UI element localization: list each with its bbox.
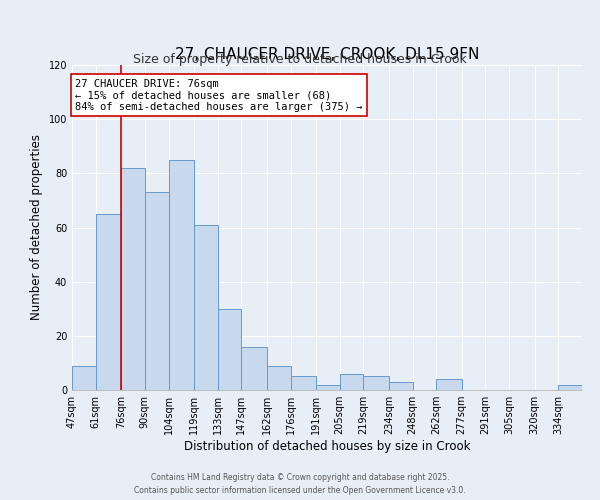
Text: Size of property relative to detached houses in Crook: Size of property relative to detached ho…: [133, 52, 467, 66]
Bar: [436, 379, 462, 390]
Text: Contains HM Land Registry data © Crown copyright and database right 2025.
Contai: Contains HM Land Registry data © Crown c…: [134, 474, 466, 495]
Y-axis label: Number of detached properties: Number of detached properties: [30, 134, 43, 320]
Bar: [558, 384, 582, 390]
Bar: [340, 374, 364, 390]
Bar: [316, 384, 340, 390]
Bar: [169, 160, 194, 390]
Bar: [218, 308, 241, 390]
Title: 27, CHAUCER DRIVE, CROOK, DL15 9FN: 27, CHAUCER DRIVE, CROOK, DL15 9FN: [175, 48, 479, 62]
Bar: [290, 376, 316, 390]
Bar: [267, 366, 290, 390]
Bar: [145, 192, 169, 390]
Bar: [121, 168, 145, 390]
Bar: [72, 366, 96, 390]
Bar: [96, 214, 121, 390]
Bar: [241, 346, 267, 390]
Bar: [389, 382, 413, 390]
X-axis label: Distribution of detached houses by size in Crook: Distribution of detached houses by size …: [184, 440, 470, 453]
Bar: [364, 376, 389, 390]
Bar: [194, 225, 218, 390]
Text: 27 CHAUCER DRIVE: 76sqm
← 15% of detached houses are smaller (68)
84% of semi-de: 27 CHAUCER DRIVE: 76sqm ← 15% of detache…: [76, 78, 363, 112]
